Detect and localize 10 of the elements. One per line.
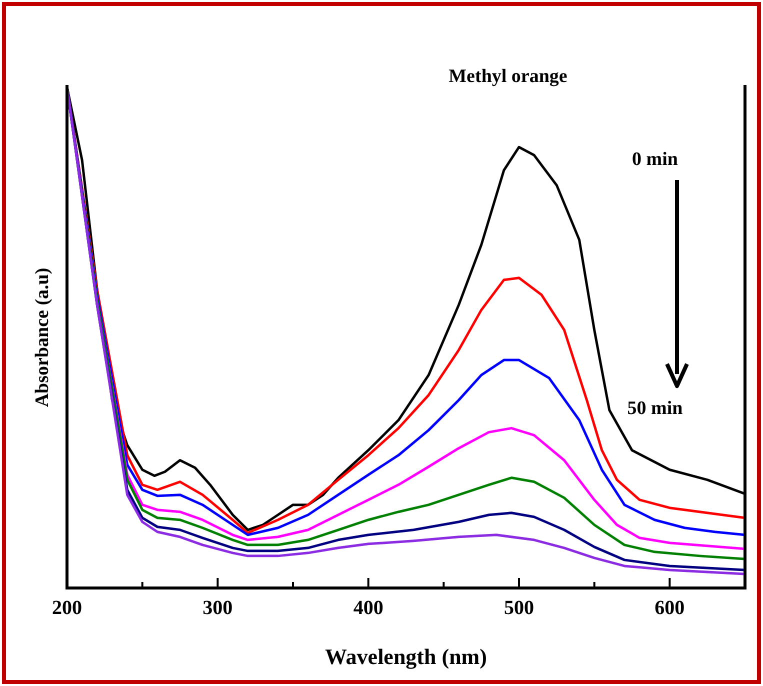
x-tick-label: 400 — [353, 597, 384, 619]
annotation: Methyl orange — [448, 66, 568, 87]
y-axis-title: Absorbance (a.u) — [32, 268, 53, 408]
x-axis-title: Wavelength (nm) — [325, 644, 487, 669]
annotation: 50 min — [627, 398, 684, 419]
x-tick-label: 200 — [52, 597, 82, 619]
x-tick-label: 600 — [654, 597, 685, 619]
annotation: 0 min — [632, 149, 678, 170]
x-tick-label: 500 — [504, 597, 534, 619]
x-tick-label: 300 — [202, 597, 233, 619]
